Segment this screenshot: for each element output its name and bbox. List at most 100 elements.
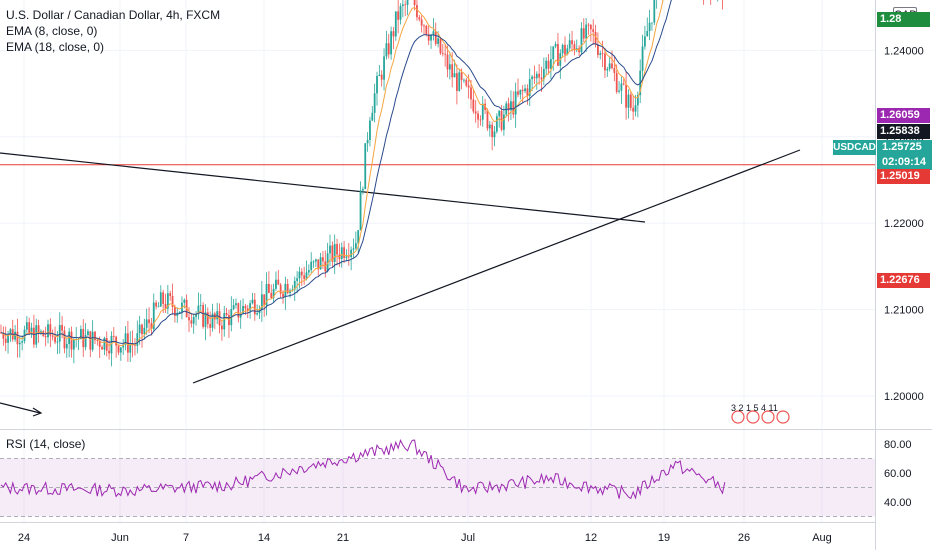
trendlines[interactable] xyxy=(0,0,875,417)
candle-body xyxy=(566,48,569,55)
candle-body xyxy=(298,271,301,279)
candle-body xyxy=(141,324,143,335)
candle-body xyxy=(507,103,510,111)
candle-body xyxy=(268,283,270,293)
candle-body xyxy=(622,83,625,85)
candle-body xyxy=(488,124,491,129)
price-tick-label: 1.20000 xyxy=(884,391,924,403)
candle-body xyxy=(416,5,418,18)
candle-body xyxy=(550,59,552,69)
candle-body xyxy=(2,332,5,339)
candle-body xyxy=(80,328,82,340)
time-tick-label: 24 xyxy=(18,532,30,544)
candle-body xyxy=(246,308,249,311)
candle-body xyxy=(51,335,54,337)
candle-body xyxy=(33,327,35,345)
candle-body xyxy=(122,344,125,348)
candle-body xyxy=(470,87,472,100)
candle-body xyxy=(451,64,454,78)
candle-body xyxy=(310,261,313,271)
time-axis[interactable]: 24 Jun 7 14 21 Jul 12 19 26 Aug xyxy=(0,410,875,544)
candle-body xyxy=(124,333,127,345)
candle-body xyxy=(303,275,306,279)
candle-body xyxy=(68,331,71,344)
candle-body xyxy=(453,73,456,78)
ema8-legend[interactable]: EMA (8, close, 0) xyxy=(6,24,98,38)
candle-body xyxy=(498,110,501,117)
event-flag-icon xyxy=(746,410,760,424)
candle-body xyxy=(364,143,367,190)
candle-body xyxy=(178,311,181,313)
candle-body xyxy=(54,336,56,343)
candle-body xyxy=(392,31,395,37)
candle-body xyxy=(430,34,432,41)
candle-body xyxy=(169,293,172,297)
candle-body xyxy=(242,305,244,314)
candle-body xyxy=(512,101,515,115)
candle-body xyxy=(333,244,336,262)
candle-body xyxy=(216,311,219,320)
current-price: 1.25725 xyxy=(882,141,922,153)
economic-events[interactable]: 3 2 1 5 4 11 xyxy=(731,403,778,413)
candle-body xyxy=(521,89,524,92)
rsi-legend[interactable]: RSI (14, close) xyxy=(6,437,86,451)
candle-body xyxy=(206,312,209,325)
candle-body xyxy=(284,283,287,297)
candle-body xyxy=(493,131,496,138)
candle-body xyxy=(477,113,479,120)
candle-body xyxy=(129,343,132,353)
candle-body xyxy=(592,29,595,33)
candle-body xyxy=(371,112,374,121)
candle-body xyxy=(606,68,609,71)
candle-body xyxy=(340,247,343,259)
ema18-line xyxy=(0,0,672,345)
candle-body xyxy=(350,249,353,258)
candle-body xyxy=(35,325,38,345)
candle-body xyxy=(519,89,522,95)
candle-body xyxy=(362,189,364,191)
candle-body xyxy=(61,325,63,331)
candle-body xyxy=(244,305,247,309)
candle-body xyxy=(265,283,268,306)
candle-body xyxy=(425,25,428,35)
candle-body xyxy=(152,302,155,329)
candle-body xyxy=(585,24,588,39)
candle-body xyxy=(458,72,461,91)
candle-body xyxy=(110,335,113,354)
time-tick-label: 26 xyxy=(738,532,750,544)
candle-body xyxy=(423,25,425,27)
ema18-legend[interactable]: EMA (18, close, 0) xyxy=(6,40,105,54)
candle-body xyxy=(235,303,237,306)
candle-body xyxy=(237,303,240,318)
candle-body xyxy=(307,270,310,273)
candle-body xyxy=(7,334,9,343)
candle-body xyxy=(322,257,324,262)
candle-body xyxy=(305,272,308,279)
candle-body xyxy=(463,79,465,81)
candle-body xyxy=(387,43,390,55)
candle-body xyxy=(256,313,259,315)
event-flag-icon xyxy=(731,410,745,424)
candle-body xyxy=(383,56,385,80)
candle-body xyxy=(594,32,597,45)
rsi-tick-label: 40.00 xyxy=(884,497,912,509)
candle-body xyxy=(300,271,303,276)
current-price-tag: 1.25725 02:09:14 xyxy=(877,140,932,170)
candle-body xyxy=(89,331,92,350)
candle-body xyxy=(96,340,99,341)
candle-body xyxy=(625,84,627,108)
candle-body xyxy=(166,293,169,309)
candle-body xyxy=(552,46,555,60)
candle-body xyxy=(474,111,477,114)
candle-body xyxy=(554,44,557,47)
candle-body xyxy=(615,72,618,92)
candle-body xyxy=(406,0,409,5)
candle-body xyxy=(376,75,378,94)
candle-body xyxy=(608,63,611,69)
candle-body xyxy=(517,91,519,95)
candle-body xyxy=(441,53,444,54)
candle-body xyxy=(138,324,141,334)
candle-body xyxy=(171,296,174,307)
candle-body xyxy=(174,306,176,316)
